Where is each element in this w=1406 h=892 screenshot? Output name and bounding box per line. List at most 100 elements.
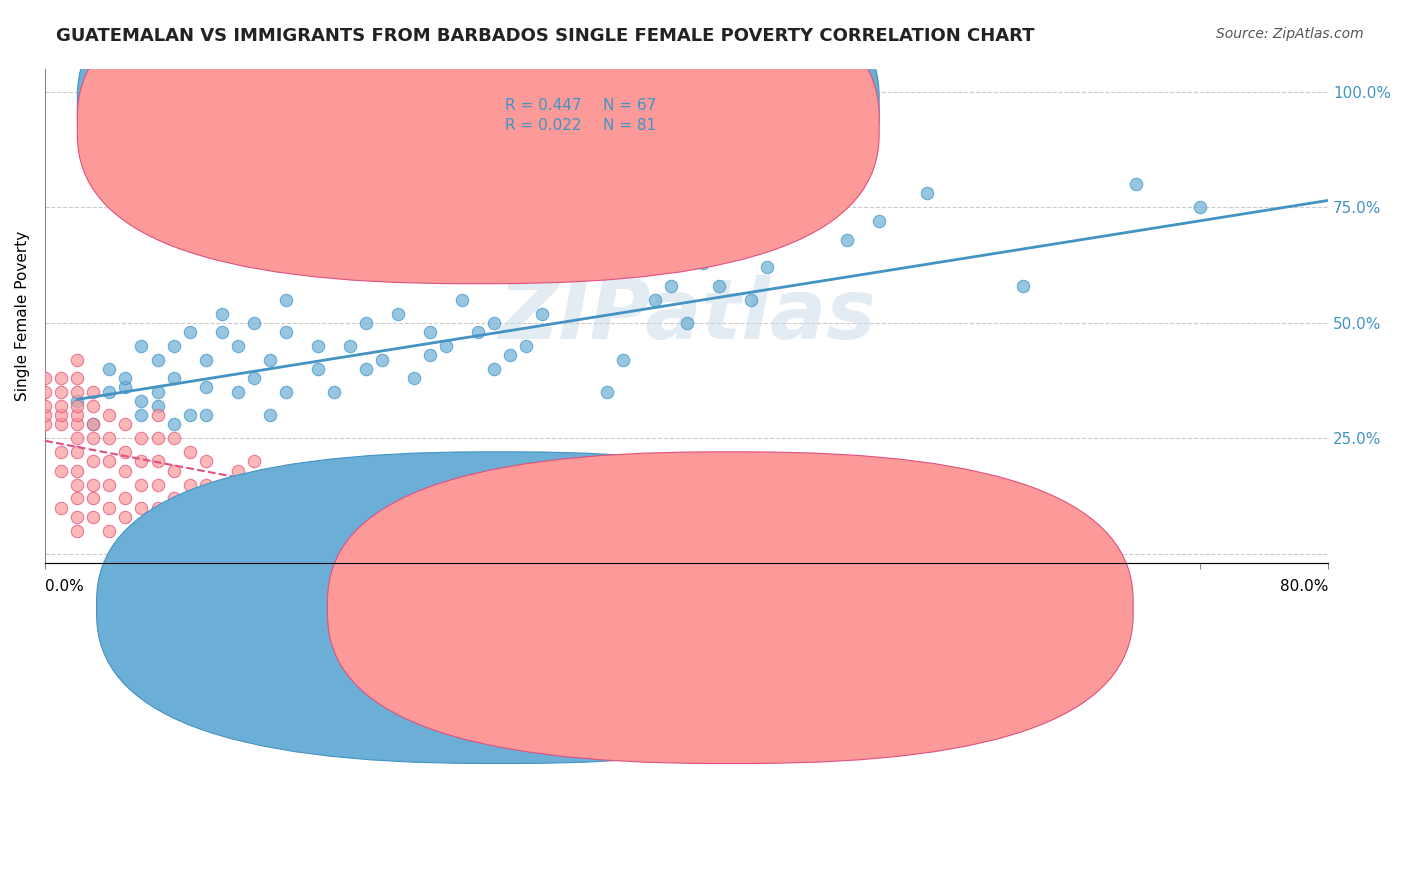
Point: [259, 477, 281, 491]
Text: N = 81: N = 81: [603, 118, 657, 133]
Point: [307, 339, 329, 353]
Point: [387, 306, 409, 320]
Point: [531, 306, 554, 320]
Point: [146, 352, 169, 367]
Point: [34, 399, 56, 413]
Point: [146, 385, 169, 400]
Point: [194, 500, 217, 515]
Point: [98, 385, 121, 400]
Point: [66, 371, 89, 385]
Point: [868, 214, 890, 228]
Point: [354, 362, 377, 376]
Point: [307, 362, 329, 376]
Point: [51, 417, 73, 432]
Point: [644, 293, 666, 307]
Point: [1125, 177, 1147, 191]
Point: [98, 362, 121, 376]
Point: [692, 255, 714, 269]
Point: [484, 491, 506, 506]
Point: [915, 186, 938, 201]
FancyBboxPatch shape: [77, 0, 879, 284]
Point: [484, 316, 506, 330]
Point: [211, 306, 233, 320]
Point: [755, 260, 778, 275]
Point: [404, 371, 426, 385]
Point: [34, 385, 56, 400]
Point: [226, 500, 249, 515]
Point: [82, 385, 104, 400]
Text: Immigrants from Barbados: Immigrants from Barbados: [751, 600, 956, 615]
Point: [114, 445, 136, 459]
Point: [179, 477, 201, 491]
Point: [1188, 200, 1211, 214]
Point: [82, 491, 104, 506]
Point: [194, 352, 217, 367]
Point: [114, 491, 136, 506]
Point: [98, 454, 121, 468]
Point: [259, 408, 281, 422]
Point: [146, 431, 169, 445]
Point: [387, 477, 409, 491]
Point: [226, 339, 249, 353]
Point: [242, 316, 264, 330]
Text: Source: ZipAtlas.com: Source: ZipAtlas.com: [1216, 27, 1364, 41]
FancyBboxPatch shape: [97, 452, 903, 764]
Point: [595, 524, 617, 538]
Point: [595, 385, 617, 400]
Point: [131, 454, 153, 468]
Point: [98, 524, 121, 538]
Point: [354, 491, 377, 506]
Point: [274, 293, 297, 307]
Y-axis label: Single Female Poverty: Single Female Poverty: [15, 231, 30, 401]
Point: [707, 278, 730, 293]
Point: [612, 352, 634, 367]
Point: [179, 408, 201, 422]
Text: 80.0%: 80.0%: [1279, 579, 1329, 594]
Point: [434, 500, 457, 515]
Point: [1012, 278, 1035, 293]
Point: [322, 385, 344, 400]
Point: [274, 464, 297, 478]
Point: [162, 464, 184, 478]
Point: [146, 454, 169, 468]
Point: [66, 352, 89, 367]
Point: [82, 431, 104, 445]
Point: [515, 500, 537, 515]
Point: [242, 491, 264, 506]
Point: [354, 316, 377, 330]
Point: [66, 510, 89, 524]
Point: [162, 431, 184, 445]
Point: [179, 325, 201, 339]
Text: N = 67: N = 67: [603, 98, 657, 113]
Point: [51, 385, 73, 400]
Point: [146, 477, 169, 491]
Point: [274, 325, 297, 339]
Point: [242, 454, 264, 468]
Point: [131, 500, 153, 515]
Text: R = 0.447: R = 0.447: [505, 98, 581, 113]
FancyBboxPatch shape: [77, 0, 879, 264]
Point: [194, 477, 217, 491]
Point: [259, 352, 281, 367]
Point: [51, 399, 73, 413]
Point: [114, 417, 136, 432]
Point: [51, 371, 73, 385]
Point: [274, 491, 297, 506]
Point: [179, 500, 201, 515]
Point: [114, 510, 136, 524]
Point: [146, 500, 169, 515]
Point: [66, 524, 89, 538]
Point: [98, 431, 121, 445]
Point: [740, 293, 762, 307]
Point: [194, 408, 217, 422]
Point: [34, 371, 56, 385]
Point: [162, 339, 184, 353]
Point: [211, 325, 233, 339]
Point: [66, 464, 89, 478]
Point: [179, 445, 201, 459]
Point: [835, 233, 858, 247]
Point: [371, 352, 394, 367]
Point: [194, 454, 217, 468]
Point: [131, 408, 153, 422]
Point: [259, 500, 281, 515]
